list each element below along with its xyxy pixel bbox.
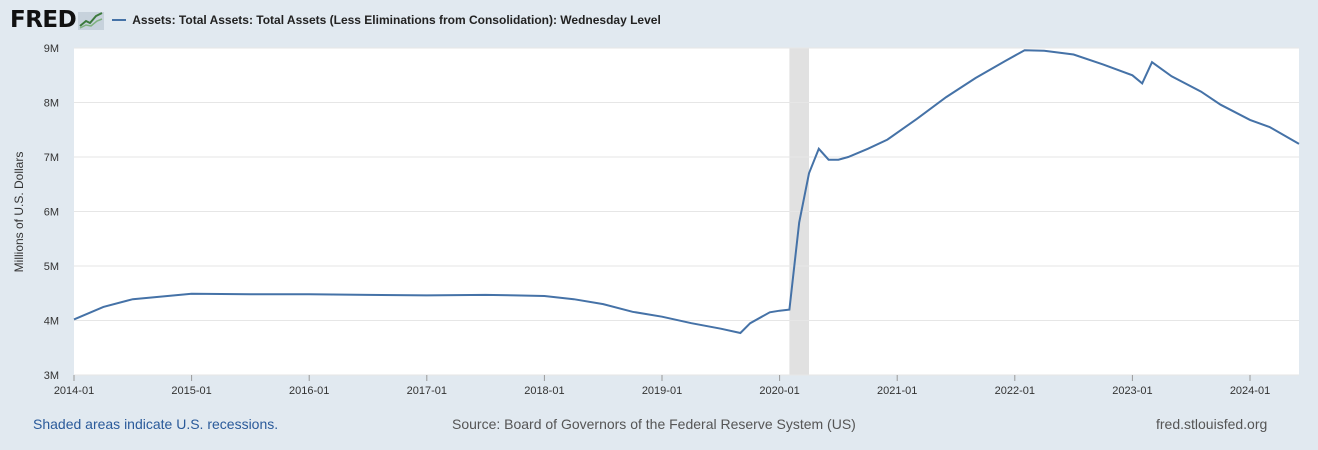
x-tick-label: 2024-01	[1230, 385, 1270, 397]
x-tick-label: 2020-01	[759, 385, 799, 397]
chart-area[interactable]: 3M 4M 5M 6M 7M 8M 9M 2014-01 2015-01 2016-01 2017…	[0, 0, 1318, 410]
y-axis-label: Millions of U.S. Dollars	[12, 152, 26, 273]
chart-header: FRED Assets: Total Assets: Total Assets …	[10, 6, 661, 34]
x-tick-label: 2023-01	[1112, 385, 1152, 397]
y-tick-label: 9M	[44, 43, 59, 55]
series-title[interactable]: Assets: Total Assets: Total Assets (Less…	[132, 13, 661, 27]
x-tick-label: 2018-01	[524, 385, 564, 397]
y-axis-ticks: 3M 4M 5M 6M 7M 8M 9M	[44, 43, 59, 382]
x-tick-label: 2014-01	[54, 385, 94, 397]
x-tick-label: 2021-01	[877, 385, 917, 397]
legend: Assets: Total Assets: Total Assets (Less…	[112, 13, 661, 27]
y-tick-label: 8M	[44, 98, 59, 110]
x-tick-label: 2022-01	[995, 385, 1035, 397]
x-tick-label: 2015-01	[171, 385, 211, 397]
y-tick-label: 5M	[44, 261, 59, 273]
x-tick-label: 2019-01	[642, 385, 682, 397]
gridlines	[74, 47, 1299, 376]
data-series-line[interactable]	[73, 49, 1300, 335]
y-tick-label: 3M	[44, 370, 59, 382]
site-link[interactable]: fred.stlouisfed.org	[1156, 416, 1268, 432]
x-tick-label: 2017-01	[407, 385, 447, 397]
fred-logo-text: FRED	[10, 7, 77, 33]
source-note: Source: Board of Governors of the Federa…	[452, 416, 856, 432]
fred-logo[interactable]: FRED	[10, 7, 105, 33]
y-tick-label: 6M	[44, 207, 59, 219]
recession-note[interactable]: Shaded areas indicate U.S. recessions.	[33, 416, 279, 432]
logo-graph-icon	[78, 12, 105, 30]
x-tick-label: 2016-01	[289, 385, 329, 397]
y-tick-label: 4M	[44, 316, 59, 328]
legend-swatch	[112, 19, 127, 21]
y-tick-label: 7M	[44, 152, 59, 164]
x-axis-ticks: 2014-01 2015-01 2016-01 2017-01 2018-01 2019-…	[54, 375, 1270, 397]
